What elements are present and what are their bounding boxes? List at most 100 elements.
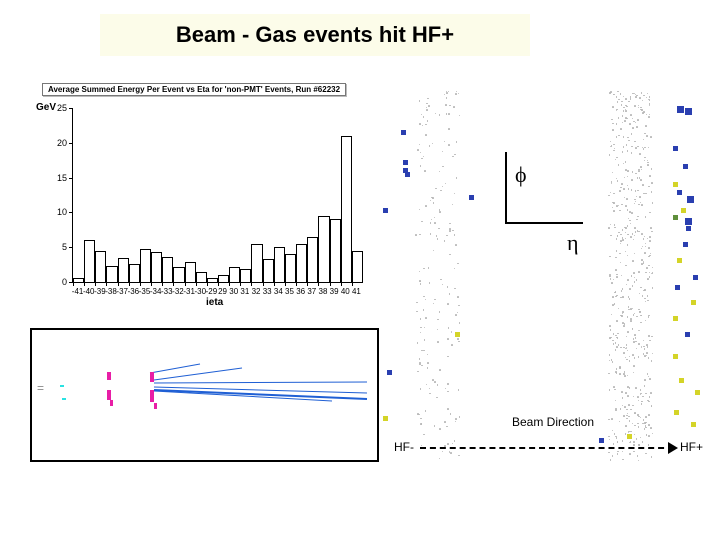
x-tick-label: 40	[341, 287, 350, 296]
scatter-hit	[673, 182, 678, 187]
x-tick-label: -35	[139, 287, 151, 296]
x-tick-label: 33	[263, 287, 272, 296]
x-tick-label: -31	[183, 287, 195, 296]
scatter-hit	[627, 434, 632, 439]
scatter-hit	[686, 226, 691, 231]
hist-bar	[285, 254, 296, 282]
x-tick-label: 38	[319, 287, 328, 296]
hist-bar	[251, 244, 262, 282]
hist-bar	[95, 251, 106, 282]
hist-bar	[352, 251, 363, 282]
hist-bar	[330, 219, 341, 282]
scatter-hit	[599, 438, 604, 443]
scatter-hit	[677, 106, 684, 113]
scatter-hit	[405, 172, 410, 177]
x-tick-label: -36	[128, 287, 140, 296]
title-banner: Beam - Gas events hit HF+	[100, 14, 530, 56]
chart-title: Average Summed Energy Per Event vs Eta f…	[42, 83, 346, 96]
page-title: Beam - Gas events hit HF+	[176, 22, 454, 48]
event-display: =	[30, 328, 379, 462]
scatter-hit	[685, 332, 690, 337]
hist-bar	[240, 269, 251, 282]
hist-bar	[296, 244, 307, 282]
scatter-hit	[673, 215, 678, 220]
hf-plus-label: HF+	[680, 440, 703, 454]
hist-bar	[173, 267, 184, 282]
scatter-hit	[691, 422, 696, 427]
y-tick-label: 10	[57, 207, 67, 217]
hist-bar	[229, 267, 240, 282]
x-tick-label: -38	[105, 287, 117, 296]
hist-bar	[263, 259, 274, 282]
hist-bar	[185, 262, 196, 282]
svg-text:=: =	[37, 381, 44, 395]
scatter-hit	[401, 130, 406, 135]
y-tick-label: 15	[57, 173, 67, 183]
scatter-hit	[691, 300, 696, 305]
hist-bar	[218, 275, 229, 282]
hist-bar	[341, 136, 352, 282]
hist-bar	[106, 266, 117, 282]
x-tick-label: 41	[352, 287, 361, 296]
scatter-hit	[683, 164, 688, 169]
scatter-hit	[675, 285, 680, 290]
x-tick-label: -39	[94, 287, 106, 296]
hist-bar	[162, 257, 173, 282]
x-tick-label: 29	[218, 287, 227, 296]
beam-direction-arrowhead	[668, 442, 678, 454]
scatter-hit	[383, 208, 388, 213]
scatter-hit	[403, 160, 408, 165]
x-tick-label: -41	[72, 287, 84, 296]
y-tick-label: 25	[57, 103, 67, 113]
hist-bar	[140, 249, 151, 282]
x-tick-label: 35	[285, 287, 294, 296]
x-tick-label: 36	[296, 287, 305, 296]
energy-histogram: Average Summed Energy Per Event vs Eta f…	[30, 80, 375, 312]
scatter-hit	[695, 390, 700, 395]
hist-bar	[207, 278, 218, 282]
hist-bar	[274, 247, 285, 282]
scatter-hit	[685, 218, 692, 225]
x-tick-label: 37	[307, 287, 316, 296]
axis-indicator: ϕ η	[505, 152, 625, 262]
x-tick-label: 31	[240, 287, 249, 296]
scatter-hit	[383, 416, 388, 421]
event-display-svg: =	[32, 330, 377, 460]
scatter-hit	[673, 146, 678, 151]
x-tick-label: -29	[206, 287, 218, 296]
x-tick-label: 39	[330, 287, 339, 296]
scatter-hit	[455, 332, 460, 337]
hist-bar	[196, 272, 207, 282]
phi-axis-line	[505, 152, 507, 224]
hf-minus-label: HF-	[394, 440, 414, 454]
phi-label: ϕ	[515, 162, 527, 188]
hist-bar	[129, 264, 140, 282]
y-tick-label: 5	[62, 242, 67, 252]
x-tick-label: 32	[252, 287, 261, 296]
chart-plot-area: 0510152025	[72, 108, 363, 283]
scatter-hit	[677, 258, 682, 263]
scatter-hit	[674, 410, 679, 415]
hist-bar	[73, 278, 84, 282]
scatter-hit	[387, 370, 392, 375]
y-axis-label: GeV	[36, 102, 56, 113]
scatter-hit	[685, 108, 692, 115]
x-tick-label: 30	[229, 287, 238, 296]
scatter-hit	[683, 242, 688, 247]
beam-direction-label: Beam Direction	[512, 415, 594, 429]
x-tick-label: -30	[194, 287, 206, 296]
y-tick-label: 20	[57, 138, 67, 148]
x-tick-label: 34	[274, 287, 283, 296]
x-tick-label: -32	[172, 287, 184, 296]
y-tick-label: 0	[62, 277, 67, 287]
eta-label: η	[567, 230, 579, 256]
hist-bar	[318, 216, 329, 282]
beam-direction-arrow	[420, 447, 674, 451]
hist-bar	[307, 237, 318, 282]
hist-bar	[84, 240, 95, 282]
scatter-hit	[693, 275, 698, 280]
hist-bar	[118, 258, 129, 282]
scatter-hit	[687, 196, 694, 203]
scatter-hit	[679, 378, 684, 383]
x-tick-label: -37	[116, 287, 128, 296]
